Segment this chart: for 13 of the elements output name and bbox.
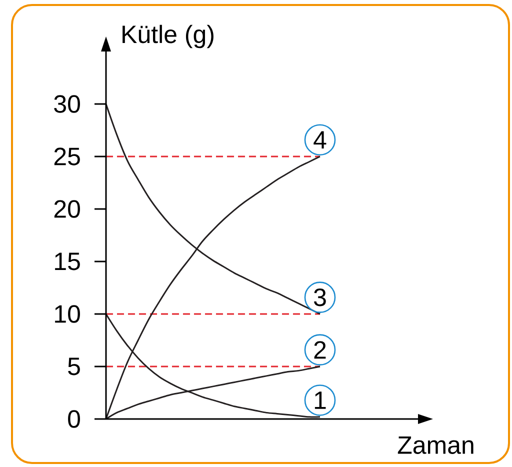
y-tick-label: 10	[55, 305, 80, 323]
series-label: 1	[314, 392, 326, 409]
series-label: 3	[314, 288, 326, 306]
y-tick-label: 5	[68, 358, 80, 376]
series-label: 4	[314, 131, 326, 148]
y-axis-title: Kütle (g)	[122, 24, 214, 48]
y-tick-label: 25	[54, 148, 80, 166]
y-tick-label: 0	[68, 410, 80, 428]
y-tick-label: 30	[54, 95, 80, 113]
series-label: 2	[314, 341, 326, 359]
x-axis-title: Zaman	[398, 436, 474, 454]
y-tick-label: 15	[55, 252, 80, 270]
y-tick-label: 20	[54, 200, 80, 218]
